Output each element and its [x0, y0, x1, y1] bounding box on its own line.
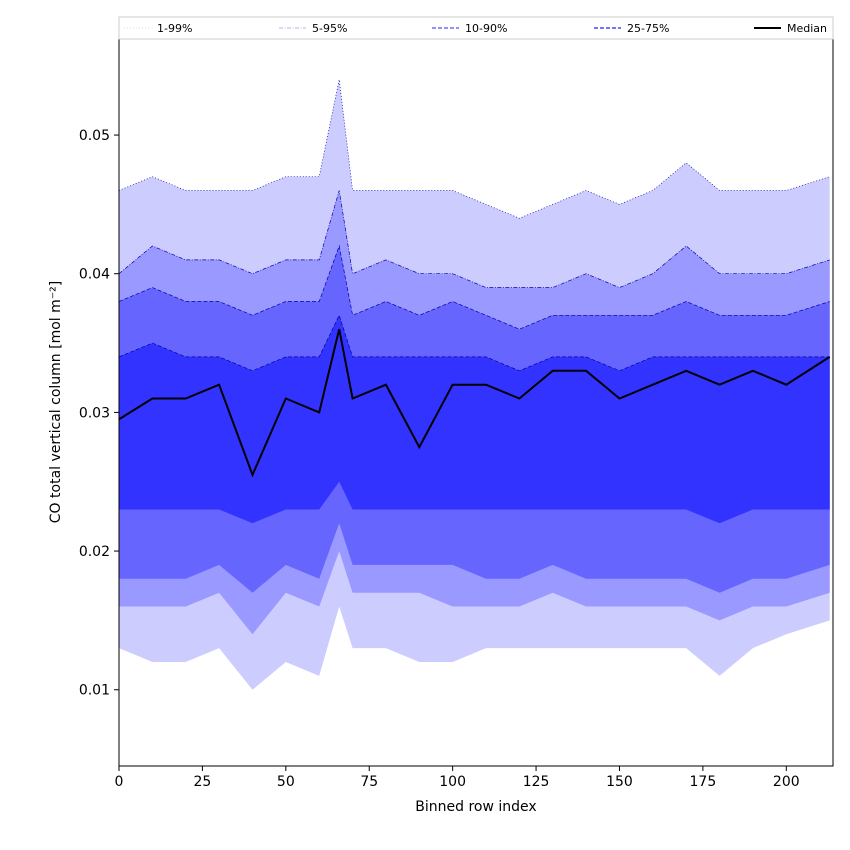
x-tick-label: 50 — [277, 774, 295, 790]
band-upper-edge-1-99- — [119, 79, 830, 219]
y-tick-label: 0.01 — [79, 683, 110, 699]
x-tick-label: 175 — [690, 774, 717, 790]
band-upper-edge-10-90- — [119, 244, 830, 330]
y-tick-label: 0.04 — [79, 267, 110, 283]
y-tick-label: 0.03 — [79, 405, 110, 421]
median-layer — [119, 328, 831, 478]
x-tick-label: 75 — [360, 774, 378, 790]
band-upper-edge-25-75- — [119, 314, 830, 372]
median-line — [119, 328, 831, 478]
legend-label: 1-99% — [157, 22, 192, 35]
x-axis-label: Binned row index — [415, 799, 536, 815]
x-tick-label: 0 — [115, 774, 124, 790]
legend-frame — [118, 16, 834, 40]
x-tick-label: 25 — [193, 774, 211, 790]
legend-label: 10-90% — [465, 22, 507, 35]
legend-label: 25-75% — [627, 22, 669, 35]
legend-label: Median — [787, 22, 827, 35]
x-tick-label: 125 — [523, 774, 550, 790]
x-tick-label: 200 — [773, 774, 800, 790]
band-25-75- — [119, 315, 830, 524]
y-tick-label: 0.05 — [79, 128, 110, 144]
legend: 1-99% 5-95% 10-90% 25-75% Median — [118, 16, 834, 40]
x-tick-label: 100 — [439, 774, 466, 790]
y-axis: 0.01 0.02 0.03 0.04 0.05 — [79, 128, 119, 699]
band-upper-edge-5-95- — [119, 190, 830, 288]
legend-label: 5-95% — [312, 22, 347, 35]
x-tick-label: 150 — [606, 774, 633, 790]
y-tick-label: 0.02 — [79, 544, 110, 560]
x-axis: 0 25 50 75 100 125 150 175 200 — [115, 766, 800, 790]
y-axis-label: CO total vertical column [mol m⁻²] — [48, 281, 64, 523]
